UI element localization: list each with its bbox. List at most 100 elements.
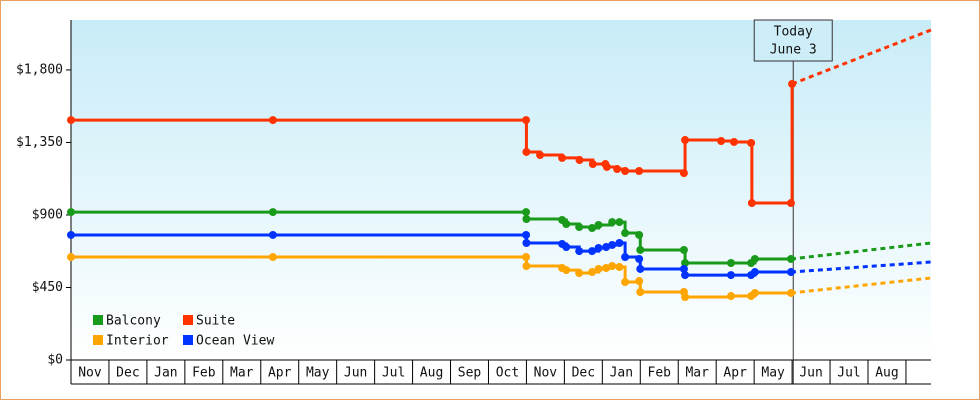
forecast-line [790, 260, 932, 274]
price-point [575, 156, 584, 165]
price-point [522, 253, 531, 262]
legend-swatch [183, 335, 193, 345]
x-tick-label: Feb [648, 366, 672, 381]
price-point [522, 208, 531, 217]
price-point [588, 268, 597, 277]
legend-swatch [93, 335, 103, 345]
price-point [788, 79, 797, 88]
price-point [621, 229, 630, 238]
x-tick-label: Nov [534, 366, 558, 381]
forecast-line [790, 276, 932, 295]
price-point [786, 254, 795, 263]
x-tick-label: Jun [799, 366, 822, 381]
y-tick-label: $0 [47, 353, 63, 368]
legend-swatch [93, 315, 103, 325]
price-point [679, 264, 688, 273]
price-point [602, 243, 611, 252]
x-tick-label: Apr [723, 366, 747, 381]
y-tick-label: $1,350 [16, 135, 63, 150]
price-point [679, 169, 688, 178]
price-point [747, 138, 756, 147]
price-point [681, 292, 690, 301]
legend-label: Suite [196, 314, 235, 329]
price-point [608, 262, 617, 271]
legend-label: Interior [106, 334, 169, 349]
price-point [522, 262, 531, 271]
price-point [522, 215, 531, 224]
y-tick-label: $1,800 [16, 62, 63, 77]
price-point [608, 240, 617, 249]
price-point [726, 271, 735, 280]
price-point [636, 245, 645, 254]
price-point [750, 288, 759, 297]
x-tick-label: Dec [572, 366, 595, 381]
price-point [562, 266, 571, 275]
price-point [717, 137, 726, 146]
price-point [786, 199, 795, 208]
price-point [558, 153, 567, 162]
x-tick-label: Feb [192, 366, 216, 381]
price-point [681, 136, 690, 145]
x-tick-label: Jul [837, 366, 860, 381]
forecast-line [791, 28, 932, 86]
x-tick-label: Mar [230, 366, 254, 381]
price-point [621, 278, 630, 287]
x-tick-label: Jan [610, 366, 633, 381]
price-point [635, 254, 644, 263]
price-point [67, 116, 75, 125]
price-point [268, 253, 277, 262]
price-point [726, 292, 735, 301]
price-point [613, 165, 622, 174]
price-point [786, 288, 795, 297]
price-point [635, 166, 644, 175]
price-point [268, 116, 277, 125]
price-point [747, 199, 756, 208]
today-label: June 3 [770, 43, 817, 58]
x-tick-label: Jun [344, 366, 367, 381]
price-point [635, 230, 644, 239]
x-tick-label: Sep [458, 366, 482, 381]
today-box [753, 19, 833, 62]
price-point [268, 208, 277, 217]
price-point [681, 258, 690, 267]
price-point [588, 247, 597, 256]
price-point [575, 223, 584, 232]
price-point [636, 264, 645, 273]
price-point [575, 268, 584, 277]
price-point [536, 151, 545, 160]
x-tick-label: Jan [154, 366, 177, 381]
x-tick-label: Jul [382, 366, 405, 381]
price-point [621, 253, 630, 262]
price-point [594, 220, 603, 229]
price-point [681, 271, 690, 280]
price-point [615, 239, 624, 248]
x-tick-label: Oct [496, 366, 519, 381]
price-point [562, 220, 571, 228]
price-point [522, 116, 531, 125]
price-point [602, 162, 611, 171]
price-point [750, 268, 759, 277]
price-point [621, 166, 630, 175]
price-point [67, 208, 75, 217]
legend-label: Balcony [106, 314, 161, 329]
price-point [575, 247, 584, 256]
x-tick-label: May [761, 366, 785, 381]
x-tick-label: Aug [875, 366, 898, 381]
price-point [608, 218, 617, 227]
price-point [679, 245, 688, 254]
price-point [67, 253, 75, 262]
price-point [635, 277, 644, 286]
price-point [730, 137, 739, 146]
legend-label: Ocean View [196, 334, 274, 349]
forecast-line [790, 241, 932, 261]
price-point [268, 230, 277, 239]
price-point [522, 147, 531, 156]
price-point [636, 288, 645, 296]
x-tick-label: Dec [116, 366, 139, 381]
legend-swatch [183, 315, 193, 325]
price-point [588, 160, 597, 169]
price-point [594, 244, 603, 253]
price-point [615, 263, 624, 272]
